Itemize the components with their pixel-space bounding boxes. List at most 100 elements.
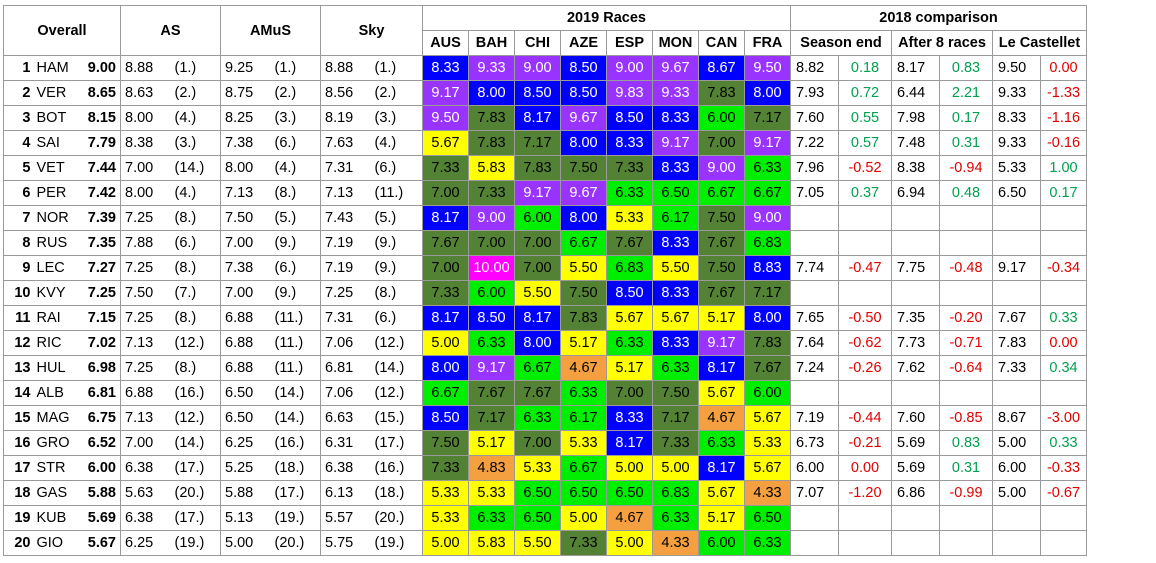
race-score-fra: 6.67 bbox=[744, 180, 791, 206]
header-race-mon: MON bbox=[652, 30, 699, 56]
race-score-aus: 7.00 bbox=[422, 255, 469, 281]
driver-cell: BOT bbox=[33, 105, 74, 131]
race-score-bah: 7.33 bbox=[468, 180, 515, 206]
race-score-mon: 9.67 bbox=[652, 55, 699, 81]
driver-cell: VET bbox=[33, 155, 74, 181]
race-score-fra: 6.50 bbox=[744, 505, 791, 531]
as-position-cell: (16.) bbox=[172, 380, 221, 406]
race-score-esp: 5.33 bbox=[606, 205, 653, 231]
driver-cell: MAG bbox=[33, 405, 74, 431]
race-score-aze: 8.50 bbox=[560, 55, 607, 81]
le-castellet-diff: -1.16 bbox=[1040, 105, 1087, 131]
sky-position-cell: (3.) bbox=[372, 105, 423, 131]
amus-position-cell: (9.) bbox=[272, 230, 321, 256]
race-score-esp: 8.33 bbox=[606, 405, 653, 431]
driver-cell: RUS bbox=[33, 230, 74, 256]
race-score-aze: 7.83 bbox=[560, 305, 607, 331]
after-8-races-diff: -0.99 bbox=[939, 480, 993, 506]
as-position-cell: (7.) bbox=[172, 280, 221, 306]
header-after-8-races: After 8 races bbox=[891, 30, 993, 56]
as-position-cell: (17.) bbox=[172, 505, 221, 531]
after-8-races-value: 7.62 bbox=[891, 355, 940, 381]
season-end-value bbox=[790, 505, 839, 531]
race-score-bah: 9.00 bbox=[468, 205, 515, 231]
race-score-mon: 6.17 bbox=[652, 205, 699, 231]
race-score-fra: 9.00 bbox=[744, 205, 791, 231]
table-row: 9 LEC 7.27 7.25 (8.) 7.38 (6.) 7.19 (9.) 7.00 10.0… bbox=[3, 255, 1087, 281]
driver-cell: GAS bbox=[33, 480, 74, 506]
driver-cell: RAI bbox=[33, 305, 74, 331]
race-score-fra: 4.33 bbox=[744, 480, 791, 506]
season-end-value: 6.73 bbox=[790, 430, 839, 456]
race-score-can: 7.00 bbox=[698, 130, 745, 156]
overall-score-cell: 7.39 bbox=[73, 205, 121, 231]
sky-score-cell: 7.31 bbox=[320, 155, 373, 181]
race-score-can: 6.00 bbox=[698, 530, 745, 556]
le-castellet-diff: 0.00 bbox=[1040, 330, 1087, 356]
season-end-diff: -1.20 bbox=[838, 480, 892, 506]
table-row: 1 HAM 9.00 8.88 (1.) 9.25 (1.) 8.88 (1.) 8.33 9.33… bbox=[3, 55, 1087, 81]
race-score-chi: 6.33 bbox=[514, 405, 561, 431]
le-castellet-diff: -0.67 bbox=[1040, 480, 1087, 506]
season-end-diff: 0.55 bbox=[838, 105, 892, 131]
sky-score-cell: 6.13 bbox=[320, 480, 373, 506]
race-score-aus: 8.00 bbox=[422, 355, 469, 381]
sky-score-cell: 6.63 bbox=[320, 405, 373, 431]
table-row: 16 GRO 6.52 7.00 (14.) 6.25 (16.) 6.31 (17.) 7.50… bbox=[3, 430, 1087, 456]
race-score-esp: 8.33 bbox=[606, 130, 653, 156]
race-score-aze: 6.33 bbox=[560, 380, 607, 406]
amus-score-cell: 8.25 bbox=[220, 105, 273, 131]
race-score-mon: 8.33 bbox=[652, 105, 699, 131]
sky-score-cell: 5.57 bbox=[320, 505, 373, 531]
race-score-chi: 6.67 bbox=[514, 355, 561, 381]
sky-score-cell: 7.63 bbox=[320, 130, 373, 156]
header-race-aus: AUS bbox=[422, 30, 469, 56]
after-8-races-value: 6.44 bbox=[891, 80, 940, 106]
table-row: 4 SAI 7.79 8.38 (3.) 7.38 (6.) 7.63 (4.) 5.67 7.83… bbox=[3, 130, 1087, 156]
season-end-diff: -0.44 bbox=[838, 405, 892, 431]
as-position-cell: (6.) bbox=[172, 230, 221, 256]
table-row: 18 GAS 5.88 5.63 (20.) 5.88 (17.) 6.13 (18.) 5.33… bbox=[3, 480, 1087, 506]
header-overall: Overall bbox=[3, 5, 121, 56]
race-score-fra: 6.83 bbox=[744, 230, 791, 256]
amus-position-cell: (2.) bbox=[272, 80, 321, 106]
after-8-races-diff: 0.48 bbox=[939, 180, 993, 206]
as-position-cell: (19.) bbox=[172, 530, 221, 556]
driver-cell: KVY bbox=[33, 280, 74, 306]
as-score-cell: 7.00 bbox=[120, 155, 173, 181]
le-castellet-value bbox=[992, 530, 1041, 556]
race-score-bah: 5.33 bbox=[468, 480, 515, 506]
as-score-cell: 7.25 bbox=[120, 355, 173, 381]
after-8-races-value: 5.69 bbox=[891, 455, 940, 481]
race-score-mon: 7.17 bbox=[652, 405, 699, 431]
race-score-aze: 6.50 bbox=[560, 480, 607, 506]
after-8-races-diff bbox=[939, 380, 993, 406]
race-score-bah: 4.83 bbox=[468, 455, 515, 481]
header-race-esp: ESP bbox=[606, 30, 653, 56]
overall-score-cell: 5.88 bbox=[73, 480, 121, 506]
le-castellet-diff: -0.34 bbox=[1040, 255, 1087, 281]
race-score-fra: 9.17 bbox=[744, 130, 791, 156]
sky-position-cell: (9.) bbox=[372, 230, 423, 256]
le-castellet-diff bbox=[1040, 205, 1087, 231]
overall-score-cell: 6.52 bbox=[73, 430, 121, 456]
race-score-bah: 5.83 bbox=[468, 155, 515, 181]
sky-position-cell: (18.) bbox=[372, 480, 423, 506]
race-score-esp: 6.33 bbox=[606, 180, 653, 206]
amus-score-cell: 8.75 bbox=[220, 80, 273, 106]
sky-position-cell: (12.) bbox=[372, 380, 423, 406]
le-castellet-value: 8.33 bbox=[992, 105, 1041, 131]
race-score-can: 8.17 bbox=[698, 355, 745, 381]
as-score-cell: 7.25 bbox=[120, 305, 173, 331]
race-score-mon: 8.33 bbox=[652, 230, 699, 256]
sky-score-cell: 6.38 bbox=[320, 455, 373, 481]
amus-score-cell: 6.50 bbox=[220, 380, 273, 406]
race-score-esp: 5.00 bbox=[606, 530, 653, 556]
race-score-fra: 6.33 bbox=[744, 530, 791, 556]
amus-score-cell: 6.88 bbox=[220, 305, 273, 331]
race-score-aus: 8.50 bbox=[422, 405, 469, 431]
sky-position-cell: (14.) bbox=[372, 355, 423, 381]
race-score-aus: 9.50 bbox=[422, 105, 469, 131]
sky-position-cell: (15.) bbox=[372, 405, 423, 431]
rank-cell: 12 bbox=[3, 330, 34, 356]
